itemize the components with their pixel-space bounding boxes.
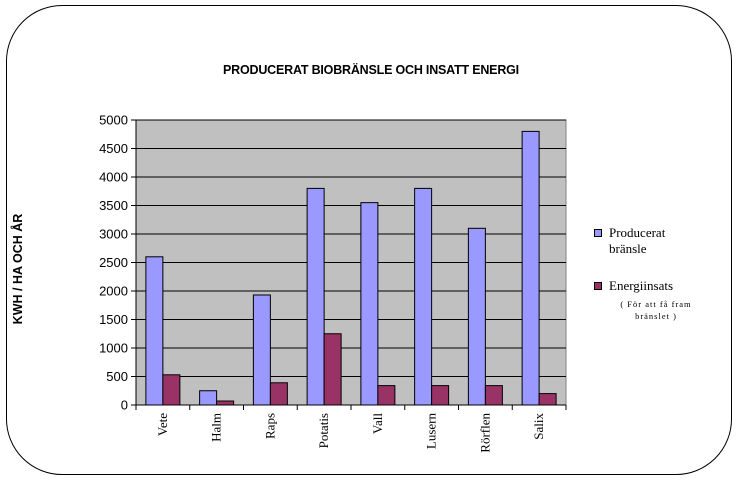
y-tick-label: 500: [106, 369, 128, 384]
x-tick-label: Halm: [209, 413, 224, 442]
legend-swatch-energiinsats: [594, 282, 602, 290]
bar-producerat: [306, 187, 325, 406]
legend-swatch-producerat: [594, 229, 602, 237]
x-tick-label: Lusern: [424, 413, 439, 450]
bar-producerat: [145, 256, 164, 406]
bar-producerat: [467, 227, 486, 406]
bar-energiinsats: [162, 374, 181, 406]
y-tick-label: 2500: [99, 255, 128, 270]
y-tick-label: 2000: [99, 284, 128, 299]
bar-energiinsats: [538, 393, 557, 406]
y-tick-label: 3500: [99, 198, 128, 213]
y-tick-label: 4000: [99, 170, 128, 185]
legend-label-energiinsats: Energiinsats: [609, 278, 674, 293]
bar-energiinsats: [323, 333, 342, 406]
x-tick-label: Raps: [262, 413, 277, 439]
legend: Producerat bränsle Energiinsats ( För at…: [594, 225, 714, 322]
bar-producerat: [414, 187, 433, 406]
bar-producerat: [360, 202, 379, 406]
y-tick-label: 0: [121, 398, 128, 413]
y-tick-label: 3000: [99, 227, 128, 242]
x-tick-label: Vall: [370, 413, 385, 434]
legend-item-producerat: Producerat bränsle: [594, 225, 714, 257]
legend-label-producerat: Producerat bränsle: [609, 225, 666, 256]
x-tick-label: Rörflen: [477, 413, 492, 453]
bar-producerat: [252, 294, 271, 406]
bar-energiinsats: [377, 385, 396, 406]
bar-energiinsats: [431, 385, 450, 406]
y-tick-label: 5000: [99, 113, 128, 128]
y-tick-label: 1000: [99, 341, 128, 356]
bar-producerat: [521, 130, 540, 406]
bar-energiinsats: [216, 400, 235, 406]
x-tick-label: Vete: [155, 413, 170, 436]
bar-producerat: [199, 390, 218, 406]
bar-energiinsats: [269, 382, 288, 406]
x-tick-label: Potatis: [316, 413, 331, 448]
x-tick-label: Salix: [531, 413, 546, 440]
y-tick-label: 4500: [99, 141, 128, 156]
chart-title: PRODUCERAT BIOBRÄNSLE OCH INSATT ENERGI: [223, 63, 519, 77]
y-tick-label: 1500: [99, 312, 128, 327]
bar-energiinsats: [484, 385, 503, 406]
legend-item-energiinsats: Energiinsats ( För att få fram bränslet …: [594, 278, 714, 322]
legend-note: ( För att få fram bränslet ): [620, 299, 692, 321]
